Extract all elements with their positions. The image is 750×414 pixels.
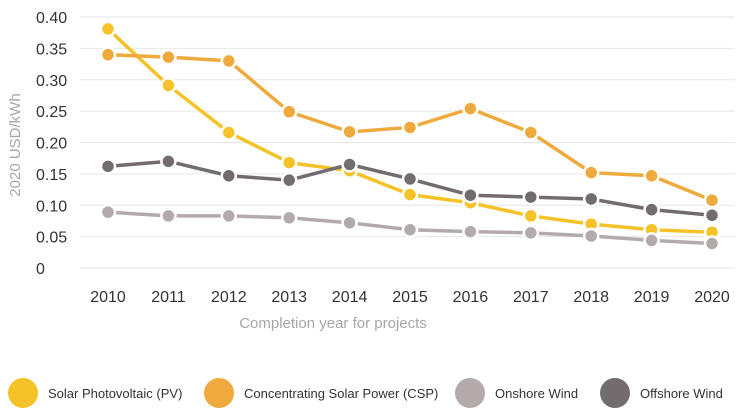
data-point — [643, 167, 660, 185]
y-tick-label: 0.10 — [36, 198, 67, 215]
series-3 — [99, 153, 721, 224]
data-point — [220, 207, 238, 225]
x-tick-label: 2015 — [392, 289, 428, 306]
series-lines — [99, 20, 721, 252]
y-tick-label: 0.20 — [36, 136, 67, 153]
data-point — [160, 48, 177, 66]
x-tick-label: 2016 — [453, 289, 489, 306]
data-point — [220, 124, 238, 141]
legend: Solar Photovoltaic (PV) Concentrating Sol… — [0, 375, 750, 411]
legend-swatch — [455, 378, 485, 408]
data-point — [280, 171, 298, 189]
data-point — [462, 100, 479, 117]
data-point — [582, 227, 600, 245]
legend-swatch — [8, 378, 38, 408]
data-point — [220, 167, 238, 185]
data-point — [522, 124, 540, 141]
legend-label: Offshore Wind — [640, 385, 723, 401]
x-tick-label: 2012 — [211, 289, 247, 306]
data-point — [401, 186, 419, 203]
x-axis-label: Completion year for projects — [239, 315, 427, 332]
x-tick-label: 2013 — [271, 289, 307, 306]
legend-label: Solar Photovoltaic (PV) — [48, 385, 183, 401]
data-point — [99, 20, 117, 38]
legend-label: Concentrating Solar Power (CSP) — [244, 385, 439, 401]
legend-label: Onshore Wind — [495, 385, 579, 401]
legend-swatch — [204, 378, 234, 408]
data-point — [341, 156, 358, 173]
legend-item: Offshore Wind — [600, 375, 723, 411]
x-tick-label: 2010 — [90, 289, 126, 306]
x-tick-label: 2019 — [634, 289, 670, 306]
data-point — [462, 223, 479, 240]
data-point — [643, 201, 660, 218]
y-axis-ticks: 0 0.05 0.10 0.15 0.20 0.25 0.30 0.35 0.40 — [36, 10, 67, 278]
data-point — [160, 207, 177, 225]
y-tick-label: 0.15 — [36, 167, 67, 184]
series-2 — [99, 203, 721, 252]
y-tick-label: 0.25 — [36, 104, 67, 121]
legend-item: Concentrating Solar Power (CSP) — [204, 375, 438, 411]
data-point — [280, 209, 298, 227]
data-point — [522, 224, 540, 242]
y-tick-label: 0.05 — [36, 230, 67, 247]
data-point — [703, 207, 721, 224]
y-tick-label: 0.40 — [36, 10, 67, 27]
data-point — [703, 191, 721, 209]
x-tick-label: 2018 — [573, 289, 609, 306]
data-point — [341, 123, 358, 141]
data-point — [160, 77, 177, 94]
data-point — [582, 190, 600, 208]
data-point — [99, 46, 117, 63]
x-tick-label: 2017 — [513, 289, 549, 306]
data-point — [401, 170, 419, 188]
data-point — [401, 119, 419, 136]
x-tick-label: 2014 — [332, 289, 368, 306]
data-point — [99, 203, 117, 221]
y-tick-label: 0.35 — [36, 41, 67, 58]
y-axis-label: 2020 USD/kWh — [7, 93, 24, 196]
data-point — [341, 214, 358, 232]
data-point — [99, 158, 117, 175]
gridlines — [80, 16, 735, 269]
data-point — [643, 232, 660, 249]
data-point — [280, 103, 298, 121]
data-point — [522, 207, 540, 225]
x-tick-label: 2011 — [151, 289, 186, 306]
data-point — [462, 186, 479, 204]
legend-item: Onshore Wind — [455, 375, 578, 411]
data-point — [280, 154, 298, 171]
line-chart: 00.050.100.150.200.250.300.350.40 2010 20… — [7, 10, 735, 332]
data-point — [582, 164, 600, 181]
data-point — [703, 235, 721, 252]
data-point — [522, 188, 540, 206]
y-tick-label: 0.30 — [36, 73, 67, 90]
y-tick-label: 0 — [36, 261, 45, 278]
legend-swatch — [600, 378, 630, 408]
data-point — [160, 153, 177, 170]
data-point — [220, 52, 238, 70]
data-point — [401, 221, 419, 238]
series-1 — [99, 46, 721, 209]
x-tick-label: 2020 — [694, 289, 730, 306]
x-axis-ticks: 2010 2011 2012 2013 2014 2015 2016 2017 2018 2019… — [90, 289, 730, 306]
legend-item: Solar Photovoltaic (PV) — [8, 375, 182, 411]
